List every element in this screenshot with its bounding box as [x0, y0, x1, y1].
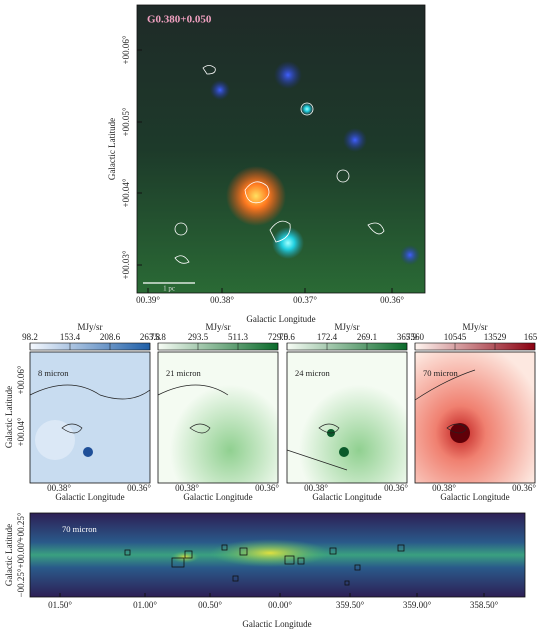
- x-tick-label: 00.38°: [175, 483, 199, 493]
- colorbar-tick-label: 729.0: [268, 332, 289, 342]
- colorbar: [29, 342, 151, 351]
- colorbar-tick-label: 75.6: [279, 332, 295, 342]
- x-axis-label: Galactic Longitude: [440, 492, 509, 502]
- y-tick-label: +00.25°: [16, 512, 26, 541]
- x-tick-label: 00.38°: [47, 483, 71, 493]
- x-tick-label: 00.39°: [136, 295, 160, 305]
- y-tick-label: +00.05°: [121, 107, 131, 136]
- x-tick-label: 00.38°: [432, 483, 456, 493]
- colorbar-tick-label: 13529: [484, 332, 507, 342]
- panel-label: 70 micron: [62, 524, 97, 534]
- panel-label: 21 micron: [166, 368, 201, 378]
- y-axis-label: Galactic Latitude: [4, 524, 14, 586]
- x-tick-label: 358.50°: [470, 600, 499, 610]
- x-tick-label: 01.00°: [133, 600, 157, 610]
- survey-image: [29, 512, 526, 598]
- colorbar-unit: MJy/sr: [205, 322, 230, 332]
- x-axis-label: Galactic Longitude: [242, 619, 311, 629]
- colorbar-tick-label: 511.3: [228, 332, 248, 342]
- y-axis-label: Galactic Latitude: [4, 386, 14, 448]
- y-tick-label: +00.06°: [16, 365, 26, 394]
- y-tick-label: +00.04°: [16, 417, 26, 446]
- main-image: [136, 4, 426, 294]
- x-tick-label: 359.00°: [403, 600, 432, 610]
- x-tick-label: 00.38°: [210, 295, 234, 305]
- x-tick-label: 359.50°: [336, 600, 365, 610]
- y-tick-label: −00.25°: [16, 568, 26, 597]
- x-axis-label: Galactic Longitude: [246, 314, 315, 324]
- y-tick-label: +00.06°: [121, 35, 131, 64]
- x-tick-label: 00.50°: [198, 600, 222, 610]
- colorbar-unit: MJy/sr: [77, 322, 102, 332]
- panel-label: 8 micron: [38, 368, 69, 378]
- x-tick-label: 00.00°: [268, 600, 292, 610]
- panel-label: G0.380+0.050: [147, 14, 212, 26]
- colorbar-unit: MJy/sr: [334, 322, 359, 332]
- panel-label: 70 micron: [423, 368, 458, 378]
- colorbar: [414, 342, 536, 351]
- colorbar-tick-label: 10545: [444, 332, 467, 342]
- y-tick-label: +00.04°: [121, 178, 131, 207]
- panel-label: 24 micron: [295, 368, 330, 378]
- scale-bar-label: 1 pc: [163, 285, 175, 293]
- colorbar-tick-label: 75.8: [150, 332, 166, 342]
- colorbar-tick-label: 293.5: [188, 332, 209, 342]
- colorbar-tick-label: 153.4: [60, 332, 81, 342]
- colorbar-tick-label: 16513: [524, 332, 538, 342]
- colorbar-tick-label: 172.4: [317, 332, 338, 342]
- x-tick-label: 00.36°: [384, 483, 408, 493]
- colorbar-tick-label: 365.9: [397, 332, 418, 342]
- inset-images: [29, 351, 536, 484]
- x-tick-label: 00.36°: [127, 483, 151, 493]
- x-axis-label: Galactic Longitude: [183, 492, 252, 502]
- colorbar-unit: MJy/sr: [462, 322, 487, 332]
- x-tick-label: 00.37°: [293, 295, 317, 305]
- colorbar: [286, 342, 408, 351]
- x-tick-label: 00.38°: [304, 483, 328, 493]
- x-axis-label: Galactic Longitude: [312, 492, 381, 502]
- colorbar: [157, 342, 279, 351]
- x-axis-label: Galactic Longitude: [55, 492, 124, 502]
- colorbar-tick-label: 269.1: [357, 332, 377, 342]
- y-tick-label: +00.03°: [121, 250, 131, 279]
- x-tick-label: 00.36°: [255, 483, 279, 493]
- x-tick-label: 00.36°: [512, 483, 536, 493]
- x-tick-label: 00.36°: [380, 295, 404, 305]
- colorbar-tick-label: 263.8: [140, 332, 161, 342]
- colorbar-tick-label: 98.2: [22, 332, 38, 342]
- y-axis-label: Galactic Latitude: [107, 118, 117, 180]
- colorbar-tick-label: 7560: [406, 332, 425, 342]
- colorbar-tick-label: 208.6: [100, 332, 121, 342]
- x-tick-label: 01.50°: [48, 600, 72, 610]
- y-tick-label: +00.00°: [16, 539, 26, 568]
